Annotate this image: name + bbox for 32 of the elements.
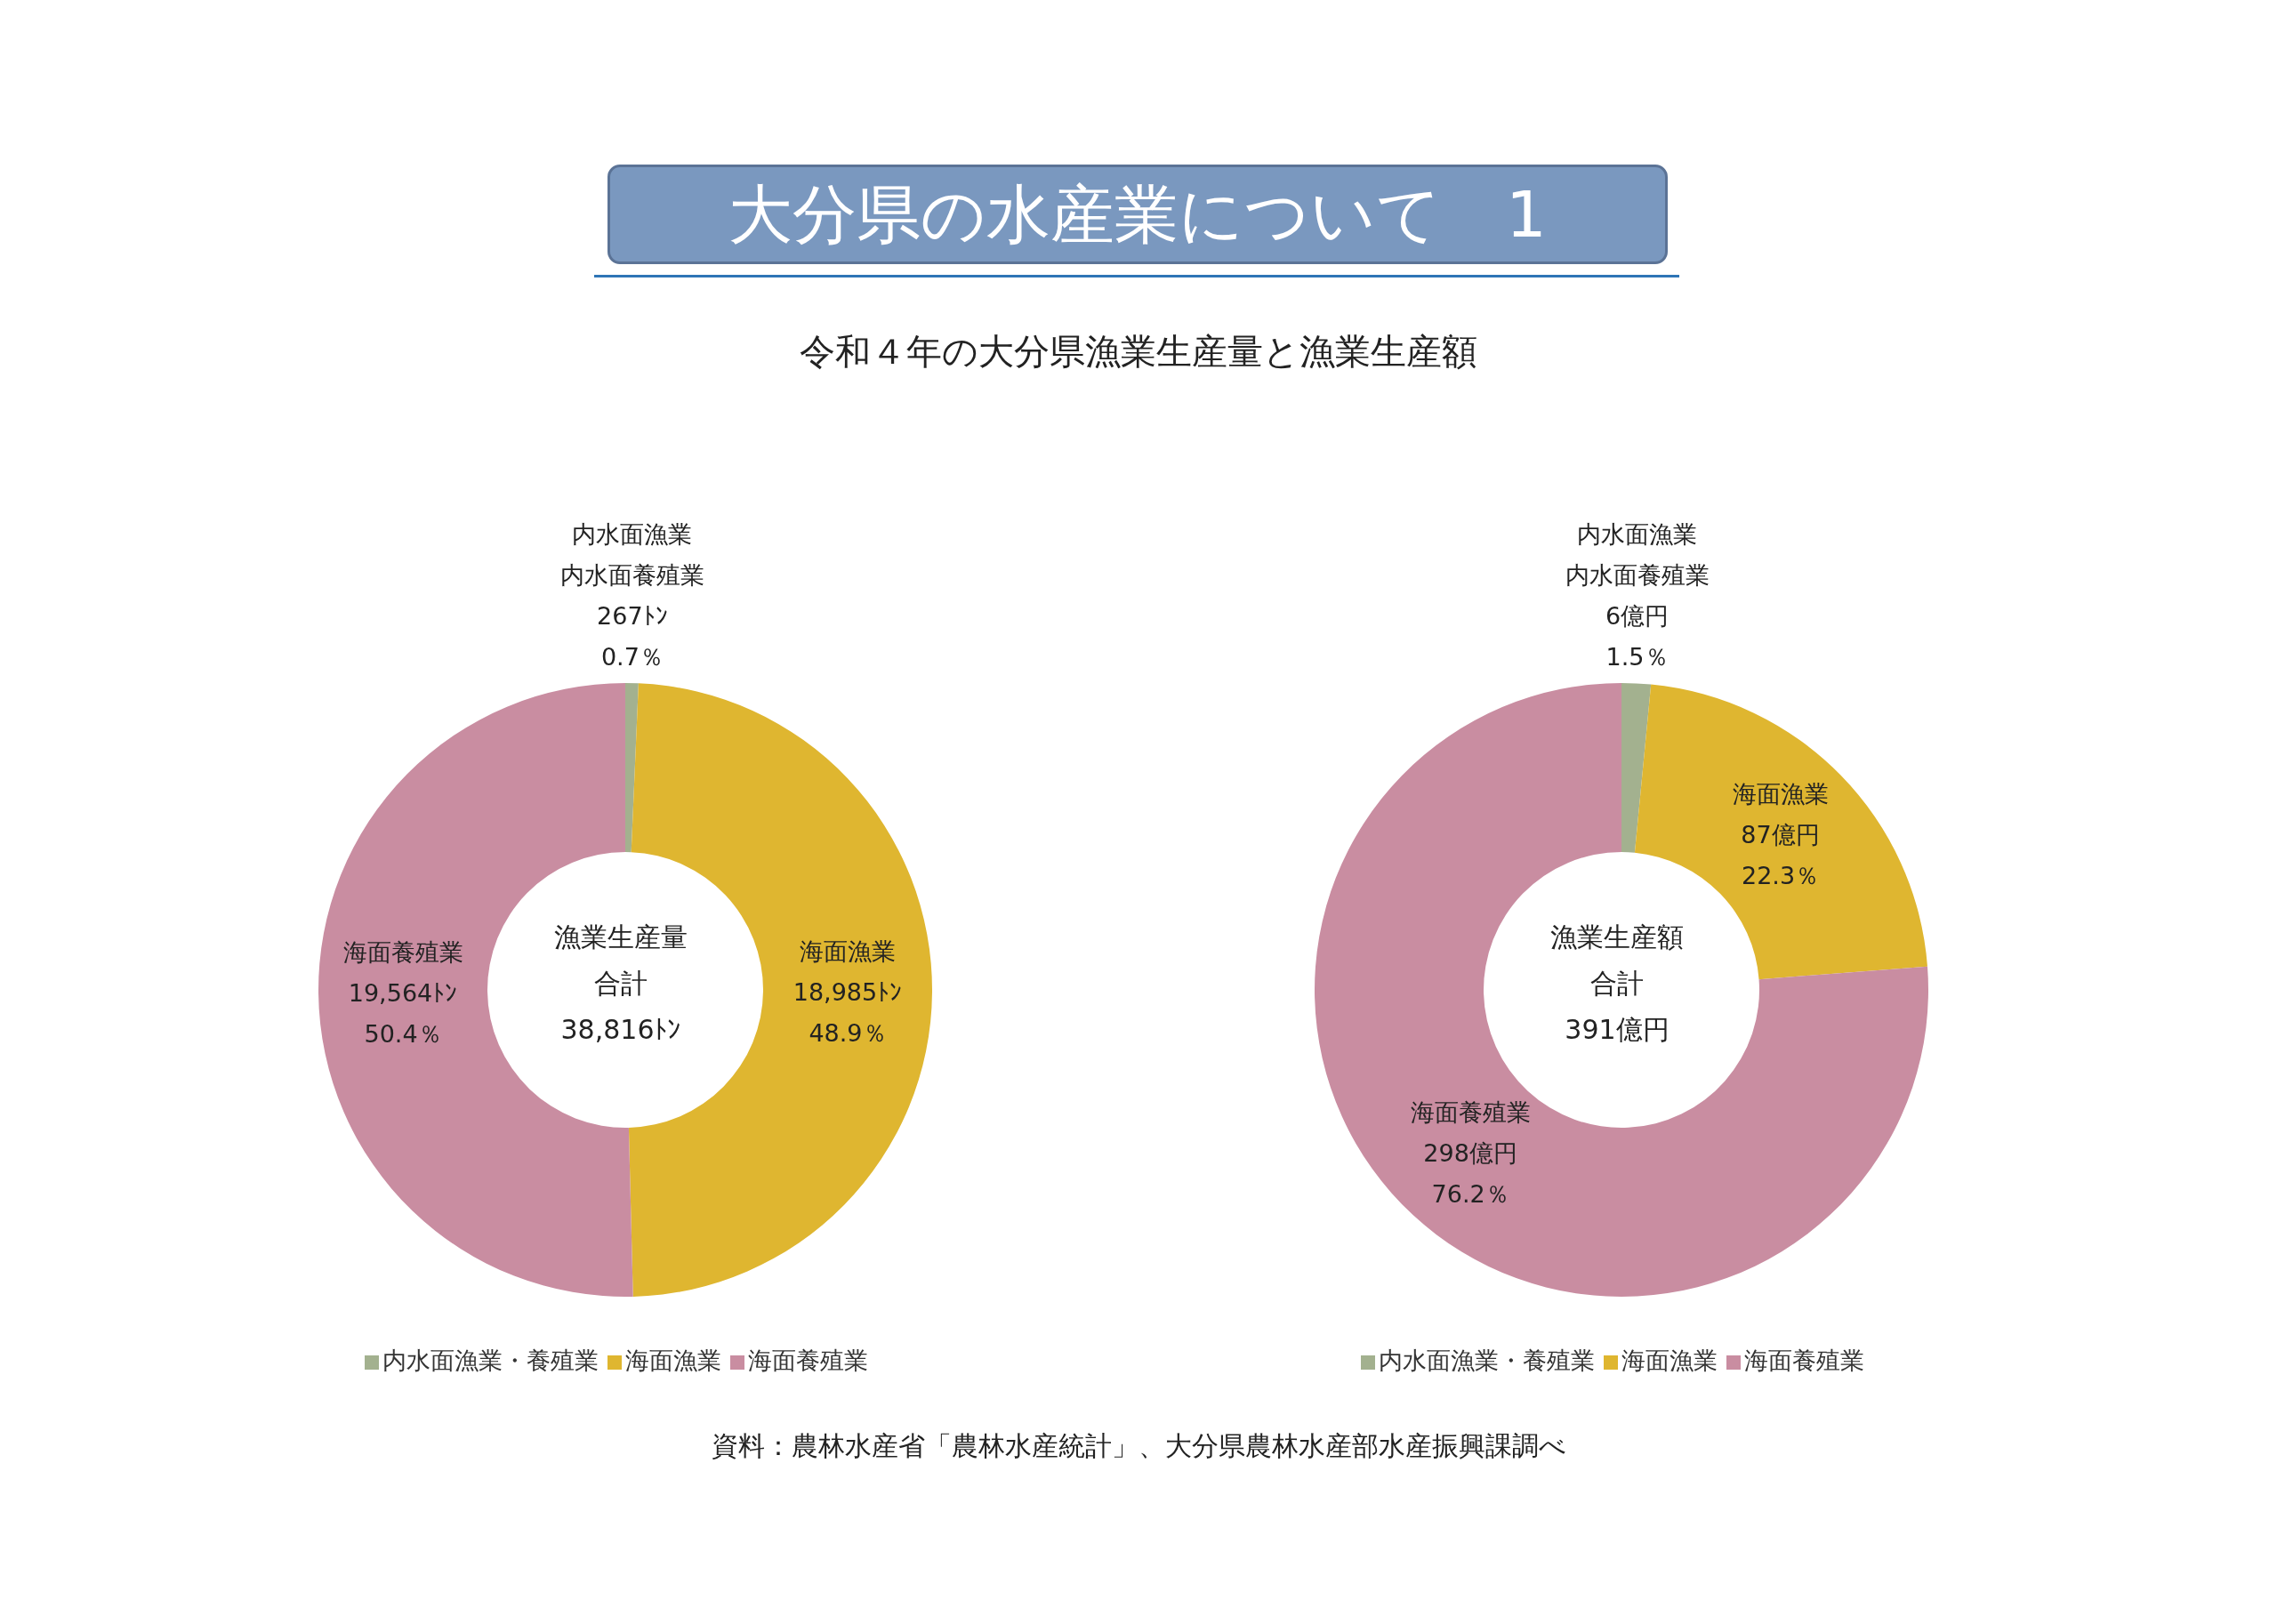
legend-label: 海面漁業: [1621, 1347, 1718, 1374]
data-label: 6億円 1.5％: [1605, 601, 1670, 671]
legend-label: 海面養殖業: [1744, 1347, 1864, 1374]
text: 内水面養殖業: [559, 560, 704, 589]
data-label: 19,564ﾄﾝ 50.4％: [348, 978, 458, 1048]
text: 合計: [1589, 967, 1645, 1001]
text: 漁業生産量: [553, 921, 688, 954]
data-label: 298億円 76.2％: [1423, 1138, 1517, 1208]
legend-label: 海面養殖業: [748, 1347, 868, 1374]
legend-label: 海面漁業: [625, 1347, 721, 1374]
data-label: 87億円 22.3％: [1741, 820, 1820, 889]
text: 漁業生産額: [1549, 921, 1685, 954]
text: 38,816ﾄﾝ: [559, 1013, 682, 1047]
text: 令和４年の大分県漁業生産量と漁業生産額: [799, 330, 1478, 374]
slice-label: 海面漁業: [799, 937, 896, 965]
slice-label: 海面漁業: [1732, 779, 1829, 808]
slice-label: 海面養殖業: [342, 937, 463, 966]
legend-label: 内水面漁業・養殖業: [1379, 1347, 1595, 1374]
text: 内水面養殖業: [1565, 560, 1710, 589]
text: 391億円: [1564, 1013, 1670, 1047]
text: 合計: [593, 967, 648, 1001]
text: 内水面漁業: [572, 519, 693, 548]
legend-label: 内水面漁業・養殖業: [382, 1347, 599, 1374]
text: 大分県の水産業について 1: [607, 165, 1668, 264]
text: 資料：農林水産省「農林水産統計」、大分県農林水産部水産振興課調べ: [710, 1429, 1567, 1463]
data-label: 18,985ﾄﾝ 48.9％: [793, 977, 903, 1047]
slice-label: 海面養殖業: [1410, 1097, 1531, 1126]
text: 内水面漁業: [1577, 519, 1698, 548]
donut-slice: [1315, 683, 1928, 1297]
donut-slice: [1621, 683, 1652, 853]
data-label: 267ﾄﾝ 0.7％: [597, 601, 668, 671]
donut-slice: [625, 683, 639, 853]
